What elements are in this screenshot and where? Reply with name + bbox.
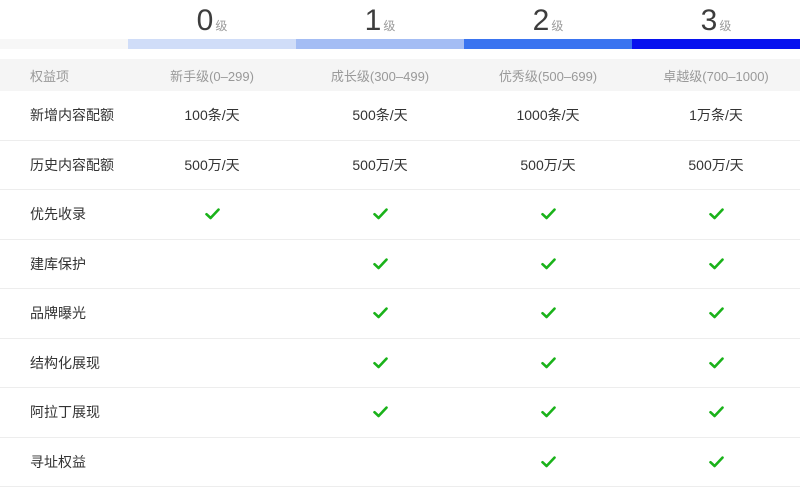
check-cell xyxy=(464,307,632,319)
benefit-label: 历史内容配额 xyxy=(30,156,114,173)
check-cell xyxy=(632,208,800,220)
level-unit: 级 xyxy=(719,19,732,33)
level-column-header: 新手级(0–299) xyxy=(170,68,254,84)
check-icon xyxy=(372,357,388,369)
check-cell xyxy=(632,307,800,319)
check-icon xyxy=(708,456,724,468)
table-row: 品牌曝光 xyxy=(0,289,800,339)
level-number: 3 xyxy=(700,4,718,37)
progress-segment-level-1 xyxy=(296,39,464,49)
check-cell xyxy=(296,208,464,220)
table-row: 新增内容配额 100条/天 500条/天 1000条/天 1万条/天 xyxy=(0,91,800,141)
level-unit: 级 xyxy=(383,19,396,33)
progress-track-segment xyxy=(0,39,128,49)
benefit-label: 品牌曝光 xyxy=(30,305,86,322)
check-cell xyxy=(296,357,464,369)
benefit-label: 寻址权益 xyxy=(30,453,86,470)
check-cell xyxy=(464,456,632,468)
check-icon xyxy=(540,406,556,418)
check-icon xyxy=(540,456,556,468)
check-icon xyxy=(372,307,388,319)
check-cell xyxy=(464,357,632,369)
check-icon xyxy=(540,357,556,369)
check-icon xyxy=(708,307,724,319)
benefit-value: 500万/天 xyxy=(184,156,240,173)
check-cell xyxy=(296,258,464,270)
check-cell xyxy=(464,208,632,220)
benefit-label: 优先收录 xyxy=(30,206,86,223)
check-cell xyxy=(296,406,464,418)
check-icon xyxy=(540,208,556,220)
check-icon xyxy=(204,208,220,220)
check-icon xyxy=(540,307,556,319)
check-icon xyxy=(372,208,388,220)
benefit-value: 100条/天 xyxy=(184,107,240,124)
benefit-value: 500万/天 xyxy=(352,156,408,173)
benefit-label: 阿拉丁展现 xyxy=(30,404,100,421)
check-icon xyxy=(540,258,556,270)
table-row: 寻址权益 xyxy=(0,438,800,487)
benefit-label: 建库保护 xyxy=(30,255,86,272)
level-column-header: 卓越级(700–1000) xyxy=(663,68,769,84)
progress-segment-level-0 xyxy=(128,39,296,49)
progress-segment-level-3 xyxy=(632,39,800,49)
level-unit: 级 xyxy=(551,19,564,33)
level-number: 0 xyxy=(196,4,214,37)
table-row: 优先收录 xyxy=(0,190,800,240)
check-cell xyxy=(632,357,800,369)
check-cell xyxy=(128,208,296,220)
check-cell xyxy=(464,406,632,418)
check-cell xyxy=(632,406,800,418)
check-cell xyxy=(632,258,800,270)
level-unit: 级 xyxy=(215,19,228,33)
benefit-value: 500万/天 xyxy=(688,156,744,173)
benefit-value: 500条/天 xyxy=(352,107,408,124)
check-icon xyxy=(372,406,388,418)
check-cell xyxy=(296,307,464,319)
check-icon xyxy=(708,258,724,270)
benefit-column-header: 权益项 xyxy=(30,68,70,84)
check-icon xyxy=(708,208,724,220)
table-header-row: 权益项 新手级(0–299) 成长级(300–499) 优秀级(500–699) 卓越… xyxy=(0,59,800,91)
level-column-header: 成长级(300–499) xyxy=(330,68,430,84)
benefit-label: 结构化展现 xyxy=(30,354,100,371)
benefit-value: 1万条/天 xyxy=(689,107,743,124)
check-icon xyxy=(708,406,724,418)
check-icon xyxy=(372,258,388,270)
level-column-header: 优秀级(500–699) xyxy=(498,68,598,84)
table-body: 新增内容配额 100条/天 500条/天 1000条/天 1万条/天历史内容配额 500万… xyxy=(0,91,800,487)
table-row: 结构化展现 xyxy=(0,339,800,388)
level-number: 1 xyxy=(364,4,382,37)
check-cell xyxy=(632,456,800,468)
level-number: 2 xyxy=(532,4,550,37)
check-icon xyxy=(708,357,724,369)
table-row: 建库保护 xyxy=(0,240,800,289)
benefit-value: 1000条/天 xyxy=(516,107,580,124)
table-row: 历史内容配额 500万/天 500万/天 500万/天 500万/天 xyxy=(0,141,800,190)
table-row: 阿拉丁展现 xyxy=(0,388,800,438)
progress-segment-level-2 xyxy=(464,39,632,49)
check-cell xyxy=(464,258,632,270)
level-progress-bar xyxy=(0,39,800,49)
benefit-label: 新增内容配额 xyxy=(30,107,114,124)
benefit-value: 500万/天 xyxy=(520,156,576,173)
